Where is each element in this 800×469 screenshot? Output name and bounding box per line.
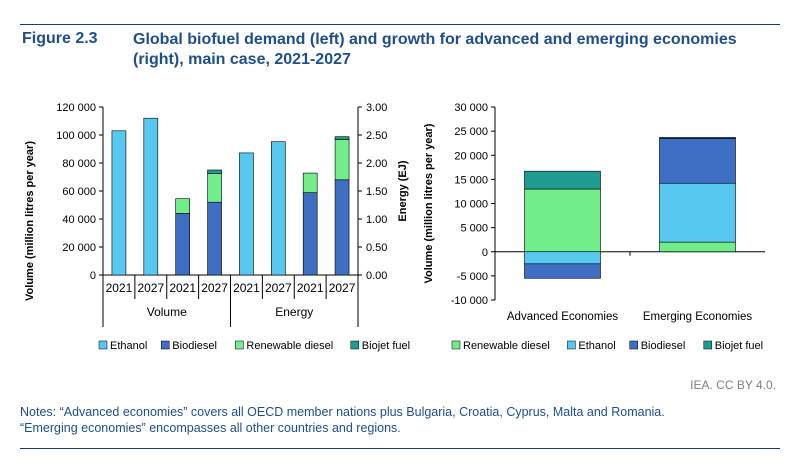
right-chart-y-tick-label: 15 000: [454, 174, 488, 186]
right-y-tick-label: 0.50: [366, 242, 387, 254]
right-y-tick-label: 1.50: [366, 186, 387, 198]
left-y-tick-label: 0: [90, 270, 96, 282]
left-bar-renewable-diesel: [334, 139, 350, 181]
left-x-tick-label: 2027: [201, 281, 228, 295]
right-legend-swatch-biodiesel: [629, 340, 638, 350]
left-legend-label-ethanol: Ethanol: [110, 340, 147, 352]
left-x-tick-label: 2021: [169, 281, 196, 295]
note-line-2: “Emerging economies” encompasses all oth…: [20, 421, 401, 435]
right-chart-y-tick-label: 30 000: [454, 102, 488, 114]
left-y-axis-title: Volume (million litres per year): [24, 141, 36, 301]
left-bar-ethanol: [143, 117, 159, 276]
right-bar-advanced-economies-biodiesel: [524, 263, 601, 279]
right-legend-swatch-ethanol: [567, 340, 576, 350]
left-bar-ethanol: [271, 141, 286, 276]
left-bar-biojet-fuel: [207, 169, 222, 174]
left-bar-renewable-diesel: [302, 172, 318, 193]
right-bar-emerging-economies-biojet-fuel: [659, 137, 736, 139]
left-x-tick-label: 2027: [265, 281, 292, 295]
left-x-tick-label: 2021: [106, 281, 133, 295]
right-bar-emerging-economies-renewable-diesel: [659, 241, 736, 253]
left-bar-ethanol: [239, 152, 254, 276]
left-legend-label-biojet-fuel: Biojet fuel: [362, 340, 410, 352]
right-legend-swatch-biojet-fuel: [703, 340, 713, 350]
right-chart-y-axis-title: Volume (million litres per year): [423, 123, 435, 283]
left-y-tick-label: 60 000: [62, 186, 96, 198]
right-bar-advanced-economies-renewable-diesel: [524, 188, 601, 253]
right-y-tick-label: 3.00: [366, 102, 387, 114]
right-bar-advanced-economies-biojet-fuel: [524, 170, 601, 190]
left-bar-biodiesel: [334, 179, 350, 276]
right-legend-label-renewable-diesel: Renewable diesel: [463, 340, 550, 352]
credit-label: IEA. CC BY 4.0.: [690, 378, 776, 392]
left-y-tick-label: 80 000: [62, 158, 96, 170]
left-y-tick-label: 40 000: [62, 214, 96, 226]
right-legend-label-biojet-fuel: Biojet fuel: [715, 340, 763, 352]
left-legend-swatch-ethanol: [98, 340, 108, 350]
right-chart-y-tick-label: 10 000: [454, 199, 488, 211]
right-chart-y-tick-label: 0: [482, 247, 488, 259]
right-legend-swatch-renewable-diesel: [451, 340, 461, 350]
left-legend-swatch-biojet-fuel: [350, 340, 360, 350]
right-y-tick-label: 2.00: [366, 158, 387, 170]
right-chart-x-tick-label: Advanced Economies: [507, 311, 618, 323]
left-bar-biodiesel: [175, 213, 190, 276]
left-group-label-energy: Energy: [275, 305, 313, 319]
left-group-label-volume: Volume: [147, 305, 187, 319]
left-bar-renewable-diesel: [207, 173, 222, 203]
notes: Notes: “Advanced economies” covers all O…: [20, 404, 790, 436]
bottom-rule: [20, 448, 780, 449]
left-bar-biodiesel: [207, 201, 222, 276]
right-chart-y-tick-label: -10 000: [451, 295, 488, 307]
right-y-tick-label: 1.00: [366, 214, 387, 226]
figure-number: Figure 2.3: [22, 30, 98, 47]
left-bar-renewable-diesel: [175, 198, 190, 214]
left-y-tick-label: 20 000: [62, 242, 96, 254]
left-x-tick-label: 2021: [233, 281, 260, 295]
left-legend-label-biodiesel: Biodiesel: [172, 340, 217, 352]
left-x-tick-label: 2027: [329, 281, 356, 295]
right-legend-label-biodiesel: Biodiesel: [641, 340, 686, 352]
left-legend-swatch-renewable-diesel: [235, 340, 244, 350]
note-line-1: Notes: “Advanced economies” covers all O…: [20, 405, 665, 419]
right-chart-y-tick-label: 20 000: [454, 150, 488, 162]
left-bar-biodiesel: [302, 192, 318, 276]
right-chart-y-tick-label: 25 000: [454, 126, 488, 138]
left-x-tick-label: 2021: [297, 281, 324, 295]
right-chart-y-tick-label: 5 000: [460, 223, 488, 235]
figure-title: Global biofuel demand (left) and growth …: [133, 31, 737, 68]
right-y-tick-label: 2.50: [366, 130, 387, 142]
right-y-tick-label: 0.00: [366, 270, 387, 282]
left-y-tick-label: 120 000: [56, 102, 96, 114]
left-x-tick-label: 2027: [137, 281, 164, 295]
left-legend-label-renewable-diesel: Renewable diesel: [246, 340, 333, 352]
left-legend-swatch-biodiesel: [161, 340, 170, 350]
left-bar-ethanol: [111, 130, 127, 276]
right-chart-y-tick-label: -5 000: [457, 271, 488, 283]
right-bar-emerging-economies-biodiesel: [659, 138, 736, 184]
left-y-tick-label: 100 000: [56, 130, 96, 142]
right-chart-x-tick-label: Emerging Economies: [643, 311, 753, 323]
left-bar-biojet-fuel: [334, 136, 350, 140]
top-rule: [20, 24, 780, 25]
right-bar-advanced-economies-ethanol: [524, 251, 601, 265]
right-legend-label-ethanol: Ethanol: [578, 340, 615, 352]
right-bar-emerging-economies-ethanol: [659, 182, 736, 243]
right-y-axis-title: Energy (EJ): [397, 160, 409, 221]
